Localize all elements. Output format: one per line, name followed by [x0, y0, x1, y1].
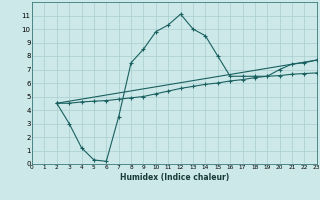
X-axis label: Humidex (Indice chaleur): Humidex (Indice chaleur) — [120, 173, 229, 182]
